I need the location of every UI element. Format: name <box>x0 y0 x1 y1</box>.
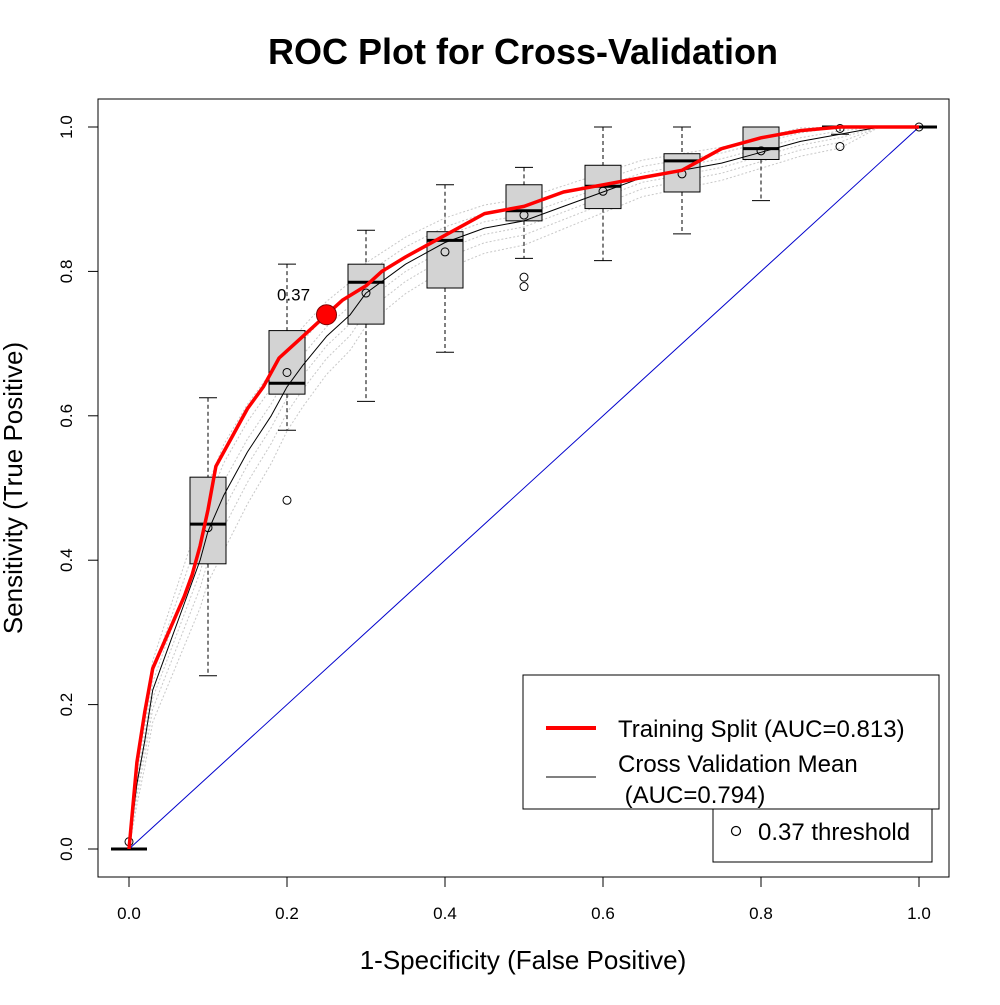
y-tick-label: 0.6 <box>57 404 76 428</box>
fold-roc-line <box>128 126 919 850</box>
x-tick-label: 0.4 <box>433 904 457 923</box>
boxplot-outlier <box>519 272 529 282</box>
x-axis-label: 1-Specificity (False Positive) <box>360 945 687 975</box>
boxplot-outlier <box>835 141 845 151</box>
threshold-mean-point <box>440 247 450 257</box>
threshold-legend-label: 0.37 threshold <box>758 819 910 846</box>
fold-roc-line <box>128 126 919 850</box>
y-tick-label: 0.8 <box>57 260 76 284</box>
y-tick-label: 0.0 <box>57 837 76 861</box>
boxplot-outlier <box>519 282 529 292</box>
boxplot-outlier <box>282 495 292 505</box>
threshold-marker: 0.37 <box>277 286 337 326</box>
threshold-point <box>316 304 337 326</box>
y-axis: 0.0 0.2 0.4 0.6 0.8 1.0 <box>57 115 99 861</box>
boxplot <box>189 397 227 677</box>
boxplot-box <box>189 476 227 565</box>
chance-diagonal-line <box>128 126 920 850</box>
boxplot <box>347 229 385 402</box>
boxplot <box>663 126 701 235</box>
legend: Training Split (AUC=0.813) Cross Validat… <box>522 674 940 810</box>
y-tick-label: 1.0 <box>57 115 76 139</box>
threshold-mean-point <box>361 288 371 298</box>
threshold-mean-point <box>519 210 529 220</box>
y-tick-label: 0.2 <box>57 693 76 717</box>
legend-cv-auc-label: (AUC=0.794) <box>618 782 765 809</box>
cv-boxplots <box>111 122 937 851</box>
x-tick-label: 0.0 <box>117 904 141 923</box>
threshold-mean-point <box>598 186 608 196</box>
threshold-point-label: 0.37 <box>277 286 310 305</box>
y-axis-label: Sensitivity (True Positive) <box>0 342 28 634</box>
threshold-mean-point <box>282 367 292 377</box>
threshold-legend: 0.37 threshold <box>712 808 933 863</box>
x-tick-label: 1.0 <box>907 904 931 923</box>
threshold-legend-box <box>712 808 933 863</box>
threshold-legend-symbol <box>730 825 742 837</box>
boxplot <box>584 126 622 262</box>
cv-mean-roc-line <box>128 126 919 850</box>
boxplot-box <box>742 126 780 160</box>
legend-training-label: Training Split (AUC=0.813) <box>618 716 905 743</box>
x-tick-label: 0.6 <box>591 904 615 923</box>
roc-series <box>127 125 919 850</box>
legend-cv-label: Cross Validation Mean <box>618 751 858 778</box>
boxplot <box>426 184 464 353</box>
x-tick-label: 0.2 <box>275 904 299 923</box>
legend-box <box>522 674 940 810</box>
x-tick-label: 0.8 <box>749 904 773 923</box>
y-tick-label: 0.4 <box>57 548 76 572</box>
training-roc-line <box>127 125 919 850</box>
chart-title: ROC Plot for Cross-Validation <box>268 31 778 72</box>
x-axis: 0.0 0.2 0.4 0.6 0.8 1.0 <box>117 876 931 923</box>
